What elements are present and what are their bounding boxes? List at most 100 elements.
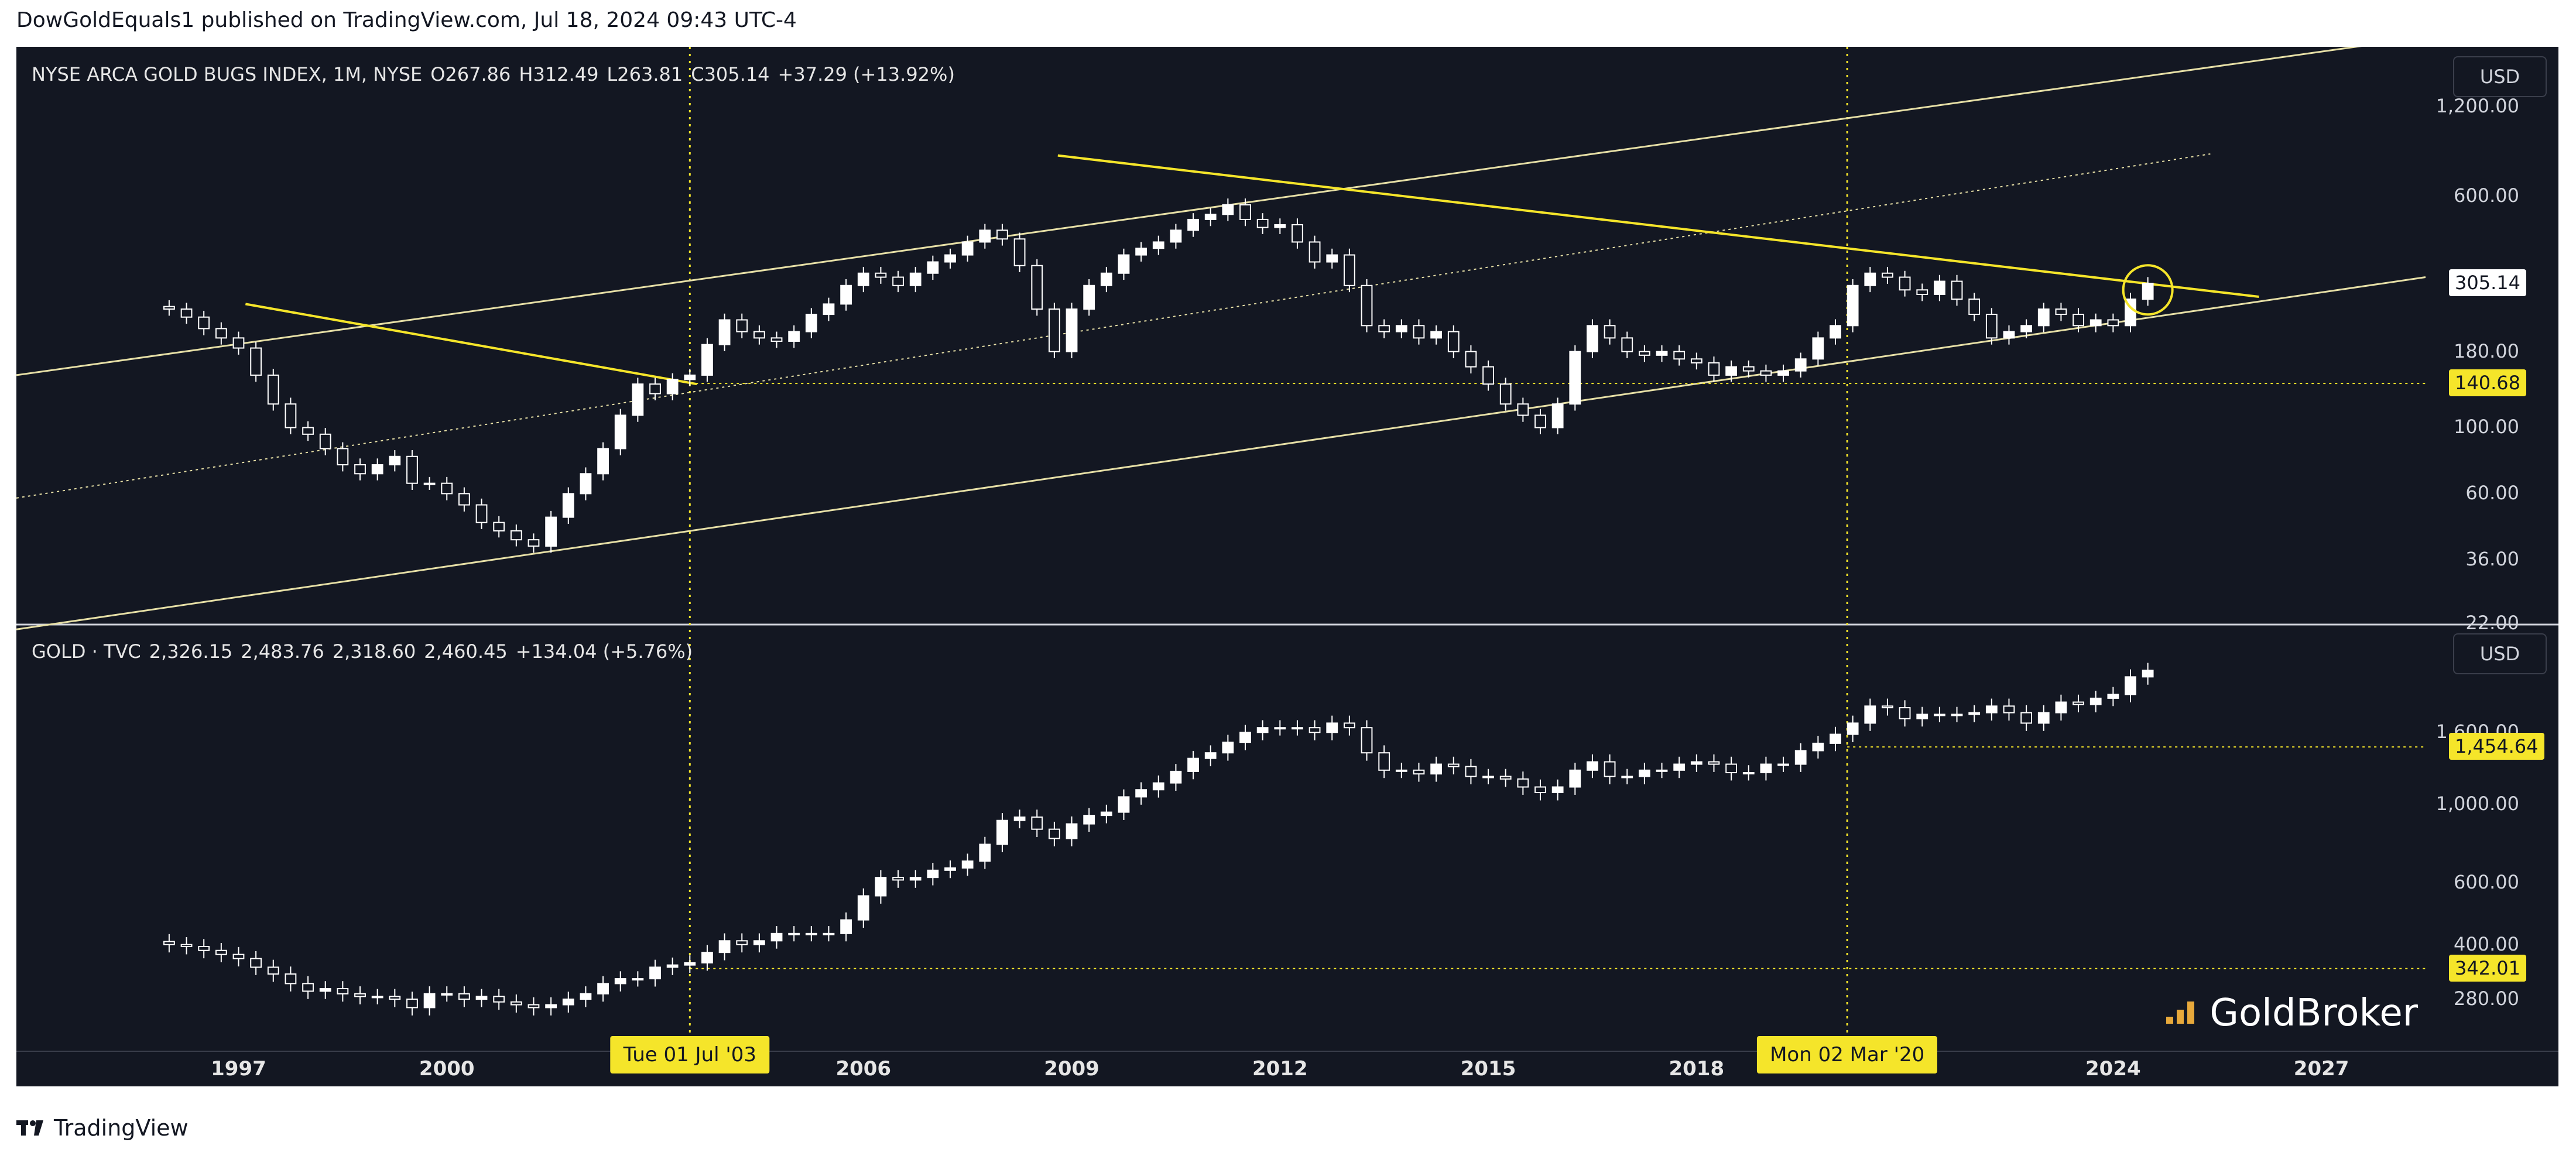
candle-body [1413, 769, 1425, 775]
candle-body [1725, 366, 1738, 376]
candle-body [510, 530, 522, 541]
top-pane-legend: NYSE ARCA GOLD BUGS INDEX, 1M, NYSE O267.… [32, 63, 963, 85]
candle-body [1308, 727, 1321, 733]
candle-body [1656, 351, 1668, 356]
candle-body [1690, 761, 1703, 765]
chart-frame[interactable]: NYSE ARCA GOLD BUGS INDEX, 1M, NYSE O267.… [16, 47, 2558, 1086]
candle-body [1777, 763, 1789, 766]
candle-body [1621, 337, 1633, 352]
candle-body [1222, 204, 1234, 215]
top-ohlc-open: O267.86 [430, 63, 511, 85]
candle-body [632, 978, 644, 981]
candle-body [944, 254, 956, 263]
candle-body [1013, 816, 1026, 821]
candle-body [1013, 238, 1026, 266]
candle-body [1847, 284, 1859, 327]
top-currency-button[interactable]: USD [2453, 56, 2547, 97]
marked-price-tag-gold-2: 342.01 [2449, 954, 2526, 982]
candle-body [1135, 789, 1147, 798]
candle-body [215, 949, 227, 955]
candle-body [1673, 351, 1686, 360]
candle-body [597, 448, 609, 475]
candle-body [1482, 776, 1494, 778]
candle-body [823, 932, 835, 935]
candle-body [1812, 742, 1824, 752]
candle-body [1742, 772, 1755, 775]
candle-body [1274, 727, 1286, 730]
bottom-currency-button[interactable]: USD [2453, 633, 2547, 674]
candle-body [927, 261, 939, 274]
candle-body [1933, 714, 1945, 716]
time-axis-tick: 2009 [1044, 1057, 1099, 1081]
candle-body [1100, 272, 1112, 286]
candle-body [215, 328, 227, 339]
candle-body [1621, 776, 1633, 778]
time-axis-tick: 2012 [1252, 1057, 1308, 1081]
top-ohlc-low: L263.81 [607, 63, 683, 85]
candle-body [354, 993, 366, 997]
candle-body [1916, 714, 1928, 719]
candle-body [1066, 823, 1078, 839]
candle-body [1170, 770, 1182, 784]
candle-body [562, 493, 574, 518]
candle-body [1517, 778, 1529, 788]
bottom-ohlc-high: 2,483.76 [241, 640, 324, 663]
candle-body [285, 403, 297, 428]
candle-body [441, 482, 453, 495]
candle-body [701, 952, 713, 963]
time-axis-tick: 2024 [2085, 1057, 2141, 1081]
candle-body [614, 414, 626, 450]
candle-body [1308, 241, 1321, 263]
candle-body [892, 877, 904, 881]
bottom-ohlc-open: 2,326.15 [149, 640, 233, 663]
candle-body [2055, 701, 2067, 714]
candle-body [1517, 403, 1529, 416]
candle-body [1118, 254, 1130, 274]
candle-body [996, 229, 1008, 240]
top-pane-title: NYSE ARCA GOLD BUGS INDEX, 1M, NYSE [32, 63, 423, 85]
marked-price-tag: 140.68 [2449, 369, 2526, 397]
candle-body [267, 374, 279, 405]
candle-body [875, 272, 887, 278]
candle-body [649, 383, 661, 395]
candle-body [458, 993, 470, 1000]
candle-body [580, 473, 592, 495]
bottom-ohlc-change: +134.04 (+5.76%) [515, 640, 693, 663]
candle-body [1395, 769, 1407, 772]
candle-body [1569, 769, 1581, 788]
candle-body [1152, 782, 1164, 791]
candle-body [684, 962, 696, 966]
candle-body [1899, 276, 1911, 291]
candle-body [1742, 366, 1755, 372]
candle-body [1378, 752, 1390, 771]
chart-svg[interactable] [16, 47, 2558, 1086]
candle-body [927, 869, 939, 879]
candle-body [163, 306, 175, 310]
price-scale-strip [2426, 47, 2558, 1086]
candle-body [423, 993, 436, 1009]
candle-body [389, 996, 401, 1000]
candle-body [1604, 761, 1616, 777]
candle-body [1343, 722, 1355, 729]
candle-body [580, 993, 592, 1000]
time-axis-tick: 2027 [2293, 1057, 2349, 1081]
candle-body [493, 996, 505, 1003]
candle-body [180, 944, 193, 948]
candle-body [1187, 218, 1199, 231]
candle-body [198, 316, 210, 330]
candle-body [1135, 248, 1147, 256]
marked-price-tag-gold-1: 1,454.64 [2449, 733, 2544, 760]
candle-body [2037, 308, 2050, 327]
candle-body [2107, 319, 2119, 327]
candle-body [1794, 750, 1807, 765]
candle-body [1292, 727, 1303, 730]
candle-body [1708, 362, 1720, 376]
candle-body [1725, 763, 1738, 774]
candle-body [1118, 796, 1130, 813]
candle-body [2142, 283, 2154, 300]
candle-body [1551, 786, 1564, 794]
candle-body [1292, 224, 1303, 243]
price-axis-tick: 600.00 [2454, 184, 2519, 207]
candle-body [545, 516, 557, 547]
candle-body [1239, 204, 1251, 220]
